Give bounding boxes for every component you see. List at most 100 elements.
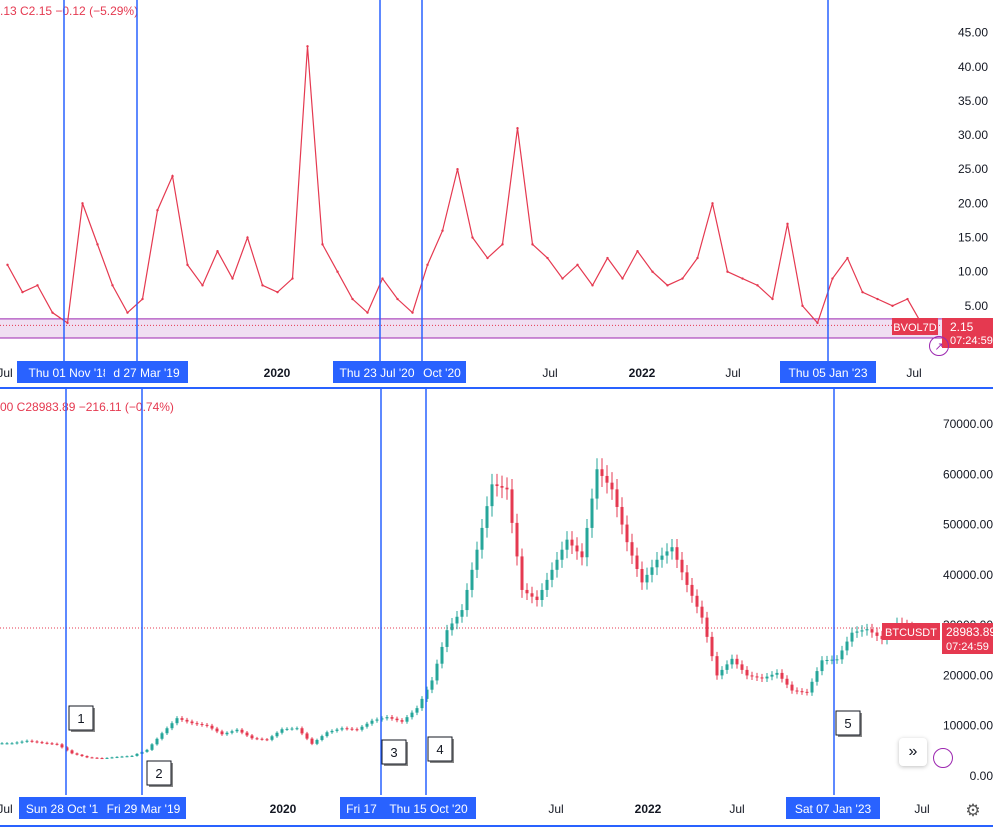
alert-circle-icon[interactable]: ↗	[929, 336, 949, 356]
volatility-point	[141, 297, 144, 301]
x-tick-label: Jul	[542, 366, 557, 380]
candle-body	[55, 743, 59, 745]
candle-body	[580, 551, 584, 558]
candle-body	[520, 556, 524, 590]
candle-body	[220, 731, 224, 735]
candle-body	[35, 741, 39, 743]
candle-body	[585, 527, 589, 558]
candle-body	[840, 650, 844, 660]
candle-body	[805, 691, 809, 693]
candle-body	[435, 663, 439, 681]
price-pane[interactable]: 0.0010000.0020000.0030000.0040000.005000…	[0, 389, 993, 829]
candle-body	[485, 506, 489, 528]
volatility-point	[96, 243, 99, 246]
candle-body	[405, 717, 409, 722]
candle-body	[130, 755, 134, 757]
candle-body	[650, 567, 654, 575]
volatility-point	[516, 127, 519, 130]
settings-gear-button[interactable]: ⚙	[962, 800, 984, 822]
candle-body	[740, 664, 744, 670]
volatility-point	[606, 256, 609, 260]
volatility-pane[interactable]: 5.00 10.00 15.00 20.00 25.00 30.00 35.00 40.00 4…	[0, 0, 993, 386]
top-ohlc-legend: .13 C2.15 −0.12 (−5.29%)	[0, 4, 139, 18]
candle-body	[345, 728, 349, 730]
volatility-point	[441, 229, 444, 232]
volatility-point	[426, 263, 429, 267]
candle-body	[380, 718, 384, 720]
candle-body	[505, 487, 509, 490]
y-tick-label: 50000.00	[943, 518, 993, 532]
candle-body	[760, 677, 764, 679]
volatility-point	[186, 263, 189, 267]
volatility-point	[861, 290, 864, 294]
volatility-point	[111, 284, 114, 287]
candle-body	[720, 669, 724, 676]
volatility-point	[246, 236, 249, 239]
candle-body	[715, 656, 719, 676]
x-tick-label: 2020	[264, 366, 291, 380]
candle-body	[780, 672, 784, 679]
alert-circle-icon-bottom[interactable]	[933, 748, 953, 768]
volatility-point	[831, 277, 834, 280]
volatility-point	[756, 284, 759, 287]
volatility-point	[561, 277, 564, 280]
candle-body	[630, 542, 634, 556]
candle-body	[735, 658, 739, 665]
candle-body	[240, 729, 244, 733]
candle-body	[390, 717, 394, 719]
volatility-point	[891, 304, 894, 308]
candle-body	[20, 741, 24, 743]
candle-body	[30, 740, 34, 742]
volatility-point	[66, 321, 69, 325]
x-tick-label: Jul	[0, 366, 13, 380]
candle-body	[705, 617, 709, 637]
candle-body	[260, 738, 264, 740]
candle-body	[155, 738, 159, 745]
candle-body	[625, 524, 629, 543]
x-tick-label: Jul	[729, 802, 744, 816]
candle-body	[670, 547, 674, 552]
candle-body	[70, 750, 74, 754]
candle-body	[525, 589, 529, 594]
candle-body	[250, 735, 254, 739]
volatility-point	[351, 297, 354, 301]
symbol-badge-bg	[882, 623, 940, 640]
volatility-chart[interactable]: 5.00 10.00 15.00 20.00 25.00 30.00 35.00 40.00 4…	[0, 0, 993, 386]
candle-body	[370, 720, 374, 724]
candle-body	[315, 739, 319, 744]
candle-body	[475, 549, 479, 570]
candle-body	[660, 555, 664, 560]
volatility-point	[156, 209, 159, 212]
candle-body	[535, 596, 539, 600]
candle-body	[430, 680, 434, 690]
candle-body	[245, 732, 249, 736]
volatility-point	[846, 256, 849, 260]
candle-body	[150, 744, 154, 750]
candle-body	[830, 659, 834, 661]
last-value: 2.15	[950, 320, 974, 334]
volatility-point	[576, 263, 579, 267]
volatility-point	[906, 297, 909, 301]
scroll-to-realtime-button[interactable]: »	[899, 738, 927, 766]
candle-body	[360, 726, 364, 730]
candle-body	[385, 717, 389, 719]
volatility-point	[666, 284, 669, 287]
candle-body	[135, 753, 139, 756]
candle-body	[590, 498, 594, 528]
candle-body	[700, 606, 704, 618]
candle-body	[605, 475, 609, 483]
x-tick-label: 2022	[635, 802, 662, 816]
y-tick-label: 60000.00	[943, 467, 993, 481]
candle-body	[575, 545, 579, 552]
candle-body	[310, 738, 314, 744]
candle-body	[205, 724, 209, 726]
candle-body	[820, 660, 824, 672]
volatility-point	[291, 277, 294, 280]
candle-body	[665, 551, 669, 556]
candle-body	[785, 678, 789, 685]
price-chart[interactable]: 0.0010000.0020000.0030000.0040000.005000…	[0, 389, 993, 829]
candle-body	[210, 725, 214, 729]
candle-body	[540, 589, 544, 600]
symbol-badge: BTCUSDT	[885, 627, 937, 639]
volatility-point	[261, 284, 264, 287]
